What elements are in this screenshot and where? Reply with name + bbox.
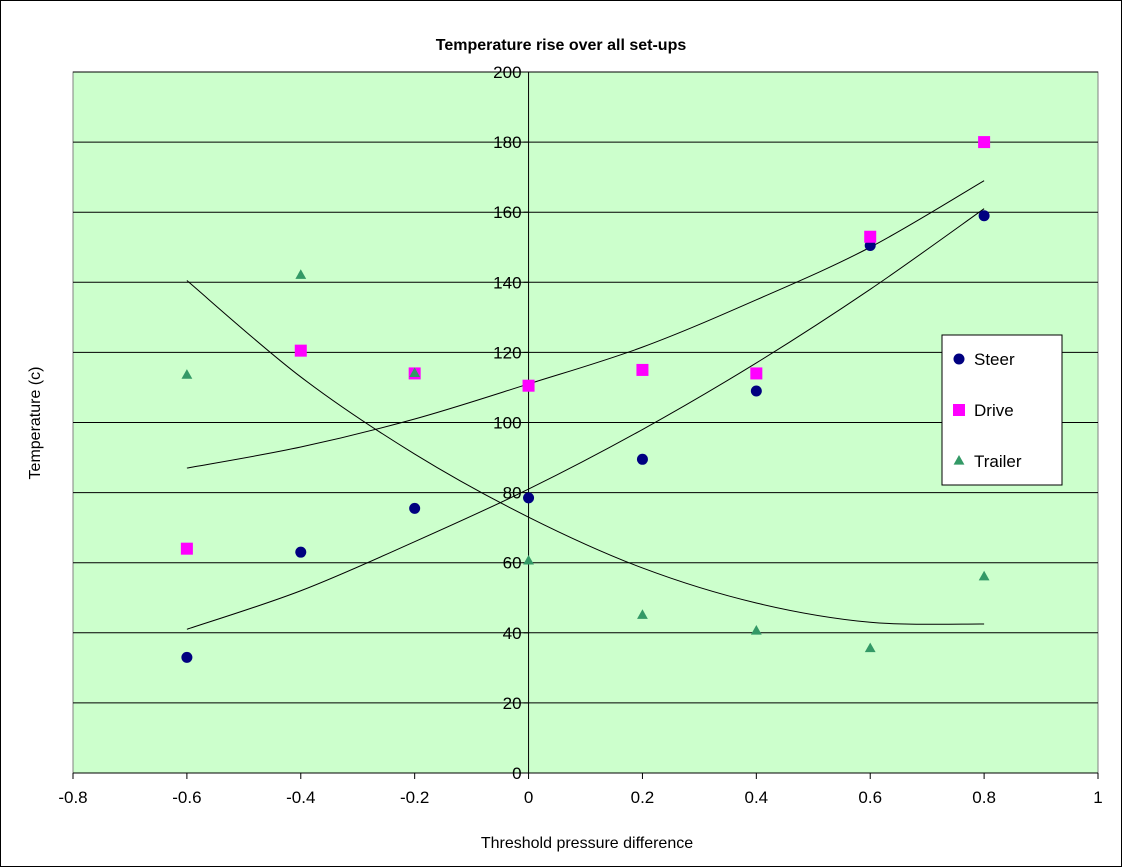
- y-tick-label-3: 60: [503, 554, 522, 573]
- steer-point-4: [636, 453, 648, 465]
- trailer-point-7: [978, 570, 990, 581]
- x-tick-label-7: 0.6: [858, 788, 882, 807]
- legend-marker-drive: [953, 404, 965, 416]
- trendlines: [186, 180, 985, 630]
- legend-label-steer: Steer: [974, 350, 1015, 369]
- trailer-point-0: [181, 369, 193, 379]
- steer-point-6: [864, 239, 876, 251]
- x-tick-label-5: 0.2: [631, 788, 655, 807]
- y-tick-label-6: 120: [493, 343, 521, 362]
- gridlines: [73, 71, 1098, 704]
- trendline-trailer: [186, 280, 985, 625]
- x-tick-label-9: 1: [1093, 788, 1102, 807]
- data-points: [180, 136, 991, 663]
- legend-marker-steer: [953, 353, 965, 365]
- y-tick-label-0: 0: [512, 764, 521, 783]
- steer-point-3: [523, 492, 535, 504]
- legend-label-drive: Drive: [974, 401, 1014, 420]
- steer-point-0: [181, 651, 193, 663]
- x-tick-label-2: -0.4: [286, 788, 315, 807]
- steer-point-2: [409, 502, 421, 514]
- trailer-point-3: [523, 554, 534, 565]
- legend-marker-trailer: [953, 455, 965, 465]
- drive-point-4: [636, 363, 649, 376]
- axes: [72, 71, 1099, 779]
- trailer-point-1: [295, 269, 307, 279]
- trendline-steer: [186, 208, 985, 630]
- drive-point-6: [864, 230, 877, 243]
- trailer-point-6: [864, 642, 876, 653]
- tick-labels: 0 20 40 60 80 100 120 140 160 180 200 -0.8 -0.6 -0.4 -…: [58, 63, 1102, 807]
- legend: Steer Drive Trailer: [941, 334, 1063, 486]
- y-tick-label-8: 160: [493, 203, 521, 222]
- y-tick-label-7: 140: [493, 273, 521, 292]
- y-tick-label-1: 20: [503, 694, 522, 713]
- y-axis-title: Temperature (c): [27, 367, 44, 480]
- steer-point-7: [978, 210, 990, 222]
- steer-point-5: [750, 385, 762, 397]
- x-tick-label-1: -0.6: [172, 788, 201, 807]
- chart-title: Temperature rise over all set-ups: [436, 37, 687, 54]
- y-tick-label-9: 180: [493, 133, 521, 152]
- legend-label-trailer: Trailer: [974, 452, 1022, 471]
- drive-point-3: [522, 379, 535, 392]
- x-axis-title: Threshold pressure difference: [481, 835, 693, 852]
- y-tick-label-10: 200: [493, 63, 521, 82]
- trendline-drive: [186, 180, 985, 469]
- steer-point-1: [295, 546, 307, 558]
- trailer-point-2: [409, 367, 421, 378]
- x-tick-label-8: 0.8: [972, 788, 996, 807]
- x-tick-label-3: -0.2: [400, 788, 429, 807]
- drive-point-1: [294, 344, 307, 357]
- x-tick-label-0: -0.8: [58, 788, 87, 807]
- y-tick-label-2: 40: [503, 624, 522, 643]
- drive-point-7: [978, 136, 991, 149]
- drive-point-0: [180, 542, 193, 555]
- trailer-point-4: [637, 609, 648, 619]
- y-tick-label-4: 80: [503, 484, 522, 503]
- y-tick-label-5: 100: [493, 414, 521, 433]
- x-tick-label-4: 0: [524, 788, 533, 807]
- trailer-point-5: [750, 625, 762, 635]
- drive-point-5: [750, 367, 763, 380]
- x-tick-label-6: 0.4: [745, 788, 769, 807]
